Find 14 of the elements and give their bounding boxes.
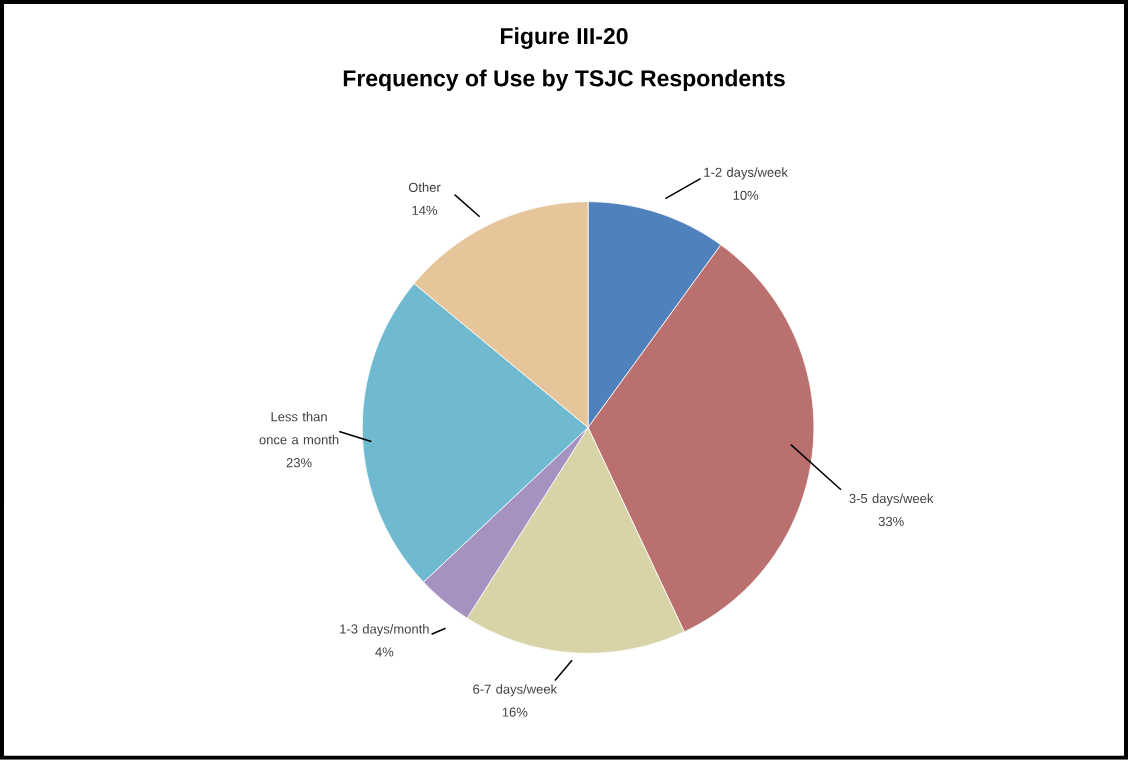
data-label: 10%	[733, 190, 759, 201]
data-label: 16%	[502, 707, 528, 717]
chart-title: Figure III-20	[501, 27, 628, 50]
slice-label: Other	[408, 182, 441, 193]
slice-label: 1-3 days/month	[340, 624, 429, 637]
slice-label: 1-2 days/week	[704, 167, 788, 180]
data-label: 4%	[375, 647, 394, 657]
slice-label: 3-5 days/week	[849, 493, 934, 506]
data-label: 14%	[412, 206, 438, 216]
data-label: 33%	[878, 517, 904, 527]
slice-label: Less than once a month	[259, 411, 339, 445]
slice-label: 6-7 days/week	[473, 684, 558, 697]
data-label: 23%	[286, 458, 312, 468]
chart-subtitle: Frequency of Use by TSJC Respondents	[343, 69, 785, 92]
